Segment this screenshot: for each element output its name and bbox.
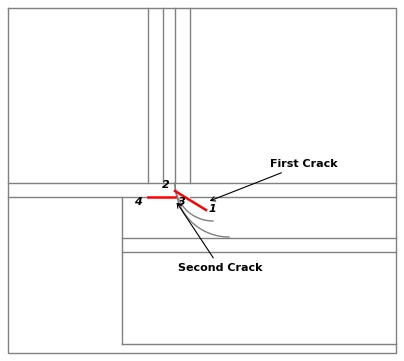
Text: 2: 2	[162, 180, 170, 190]
Text: 3: 3	[178, 197, 186, 207]
Text: First Crack: First Crack	[211, 159, 338, 201]
Text: 1: 1	[209, 204, 217, 214]
Text: Second Crack: Second Crack	[177, 203, 262, 273]
Text: 4: 4	[134, 197, 142, 207]
